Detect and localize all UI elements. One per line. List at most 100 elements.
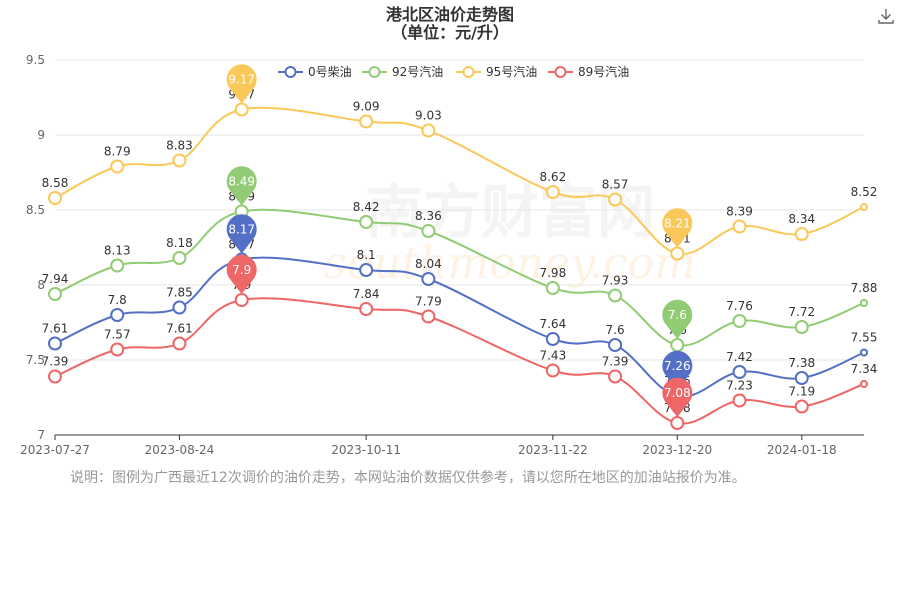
data-point xyxy=(545,332,560,346)
data-label: 7.6 xyxy=(606,323,625,337)
data-point xyxy=(545,185,560,199)
data-point xyxy=(794,399,809,414)
y-tick-label: 9.5 xyxy=(26,53,45,67)
extreme-marker: 7.08 xyxy=(662,377,693,417)
data-label: 7.85 xyxy=(166,286,193,300)
data-point xyxy=(860,203,868,211)
marker-pin xyxy=(226,214,257,254)
y-tick-label: 8.5 xyxy=(26,203,45,217)
data-point xyxy=(359,114,374,129)
data-point xyxy=(670,416,685,430)
legend-item[interactable]: 0号柴油 xyxy=(278,65,352,79)
data-label: 7.93 xyxy=(602,274,629,288)
legend-label: 92号汽油 xyxy=(392,64,443,79)
marker-pin xyxy=(662,377,693,417)
data-point xyxy=(545,281,560,295)
data-label: 8.34 xyxy=(788,212,815,226)
data-label: 7.61 xyxy=(166,322,193,336)
data-label: 9.09 xyxy=(353,100,380,114)
marker-label: 7.9 xyxy=(232,263,251,277)
legend-marker xyxy=(284,66,297,78)
data-label: 7.39 xyxy=(42,355,69,369)
watermark-cn: 南方财富网 xyxy=(365,178,655,246)
data-point xyxy=(48,369,62,384)
extreme-marker: 8.21 xyxy=(662,208,693,248)
data-point xyxy=(608,369,623,384)
data-label: 7.23 xyxy=(726,379,753,393)
legend-item[interactable]: 92号汽油 xyxy=(362,64,443,79)
data-point xyxy=(421,272,436,286)
data-label: 8.52 xyxy=(851,185,878,199)
y-tick-label: 9 xyxy=(37,128,45,142)
data-point xyxy=(48,336,62,351)
legend-item[interactable]: 89号汽油 xyxy=(548,64,629,79)
legend-item[interactable]: 95号汽油 xyxy=(456,64,537,79)
x-tick-label: 2024-01-18 xyxy=(767,443,837,457)
data-point xyxy=(794,227,809,241)
chart-subtitle: （单位：元/升） xyxy=(391,23,509,42)
extreme-marker: 8.49 xyxy=(226,166,257,206)
marker-pin xyxy=(226,64,257,104)
data-point xyxy=(794,371,809,385)
marker-label: 9.17 xyxy=(228,73,255,87)
data-label: 7.55 xyxy=(851,331,878,345)
series xyxy=(48,102,868,430)
data-point xyxy=(608,192,623,207)
y-tick-label: 8 xyxy=(37,278,45,292)
data-point xyxy=(860,348,868,357)
watermark: 南方财富网 southmoney.com xyxy=(324,178,696,289)
marker-pin xyxy=(662,208,693,248)
data-point xyxy=(110,308,125,322)
data-label: 7.57 xyxy=(104,328,131,342)
data-point xyxy=(794,320,809,334)
data-point xyxy=(172,251,187,265)
x-tick-label: 2023-08-24 xyxy=(145,443,215,457)
legend[interactable]: 0号柴油 92号汽油 95号汽油 89号汽油 xyxy=(278,64,629,79)
legend-marker xyxy=(368,66,381,78)
data-point xyxy=(545,363,560,378)
marker-label: 8.49 xyxy=(228,175,255,189)
data-label: 7.94 xyxy=(42,272,69,286)
data-point xyxy=(421,224,436,238)
data-point xyxy=(359,302,374,316)
data-label: 8.39 xyxy=(726,205,753,219)
extreme-marker: 7.9 xyxy=(226,254,257,294)
legend-label: 0号柴油 xyxy=(308,65,352,79)
data-label: 7.42 xyxy=(726,350,753,364)
extreme-marker: 7.6 xyxy=(662,299,693,339)
data-label: 7.64 xyxy=(539,317,566,331)
data-point xyxy=(670,246,685,261)
data-point xyxy=(172,300,187,315)
markers: 8.17 7.26 8.49 7.6 9.17 8.21 7.9 7.08 xyxy=(226,64,693,417)
data-point xyxy=(359,215,374,229)
data-label: 7.43 xyxy=(539,349,566,363)
data-point xyxy=(110,258,125,273)
data-label: 8.62 xyxy=(539,170,566,184)
legend-marker xyxy=(554,66,567,78)
data-label: 8.1 xyxy=(357,248,376,262)
legend-label: 95号汽油 xyxy=(486,64,537,79)
data-label: 7.34 xyxy=(851,362,878,376)
data-point xyxy=(860,299,868,307)
data-label: 7.88 xyxy=(851,281,878,295)
data-label: 7.8 xyxy=(108,293,127,307)
marker-label: 7.26 xyxy=(664,359,691,373)
data-label: 7.79 xyxy=(415,295,442,309)
legend-marker xyxy=(462,66,475,78)
data-point xyxy=(608,288,623,303)
axes: 7 7.5 8 8.5 9 9.5 2023-07-27 2023-08-24 2023-10-… xyxy=(20,53,864,457)
download-icon[interactable] xyxy=(876,6,896,26)
data-label: 7.76 xyxy=(726,299,753,313)
marker-pin xyxy=(226,254,257,294)
x-tick-label: 2023-11-22 xyxy=(518,443,588,457)
data-point xyxy=(732,219,747,234)
data-label: 7.72 xyxy=(788,305,815,319)
data-point xyxy=(172,336,187,351)
marker-pin xyxy=(226,166,257,206)
y-tick-label: 7 xyxy=(37,428,45,442)
data-point xyxy=(48,287,62,301)
marker-pin xyxy=(662,299,693,339)
data-label: 8.58 xyxy=(42,176,69,190)
chart-title: 港北区油价走势图 xyxy=(386,5,514,24)
data-point xyxy=(234,102,249,117)
